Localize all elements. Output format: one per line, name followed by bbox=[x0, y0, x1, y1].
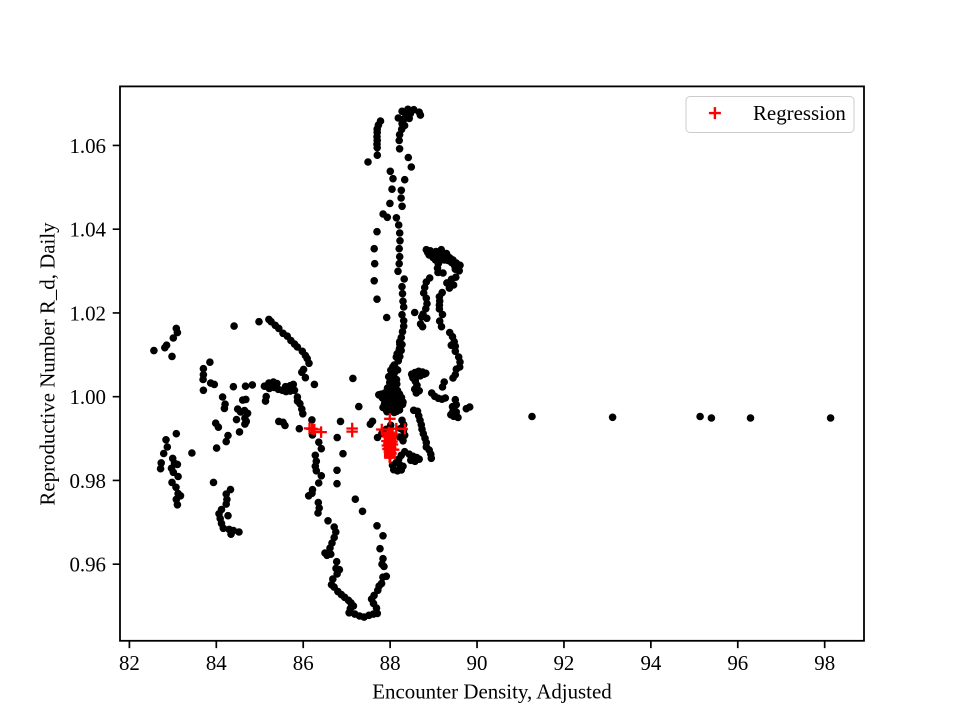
svg-text:86: 86 bbox=[293, 651, 314, 675]
svg-text:98: 98 bbox=[814, 651, 835, 675]
svg-text:Regression: Regression bbox=[753, 101, 846, 125]
svg-text:Reproductive Number R_d, Daily: Reproductive Number R_d, Daily bbox=[36, 222, 60, 506]
svg-text:Encounter Density, Adjusted: Encounter Density, Adjusted bbox=[372, 679, 612, 703]
svg-text:82: 82 bbox=[119, 651, 140, 675]
svg-text:90: 90 bbox=[467, 651, 488, 675]
svg-text:0.96: 0.96 bbox=[69, 553, 106, 577]
svg-text:1.02: 1.02 bbox=[69, 301, 106, 325]
svg-text:84: 84 bbox=[206, 651, 227, 675]
svg-text:94: 94 bbox=[640, 651, 661, 675]
svg-text:0.98: 0.98 bbox=[69, 469, 106, 493]
svg-text:88: 88 bbox=[380, 651, 401, 675]
svg-text:1.00: 1.00 bbox=[69, 385, 106, 409]
svg-text:1.06: 1.06 bbox=[69, 134, 106, 158]
svg-text:96: 96 bbox=[727, 651, 748, 675]
svg-text:1.04: 1.04 bbox=[69, 218, 106, 242]
svg-text:92: 92 bbox=[553, 651, 574, 675]
